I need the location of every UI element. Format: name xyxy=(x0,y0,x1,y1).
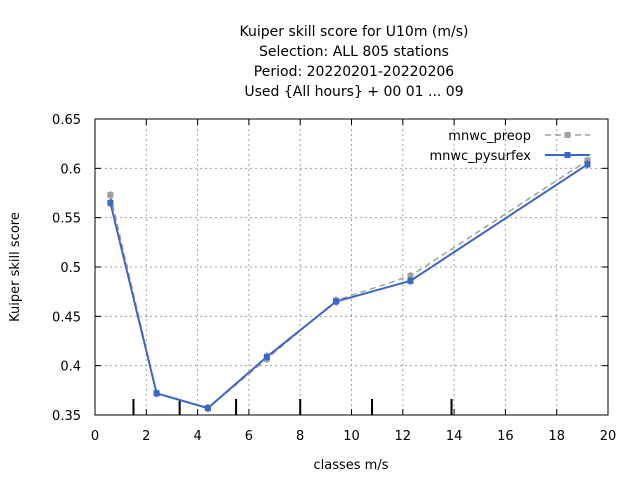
title-line: Kuiper skill score for U10m (m/s) xyxy=(240,24,469,40)
x-tick-label: 12 xyxy=(395,429,412,444)
y-tick-label: 0.45 xyxy=(52,310,81,325)
x-tick-label: 0 xyxy=(91,429,99,444)
series-line xyxy=(109,163,589,410)
x-tick-label: 14 xyxy=(446,429,463,444)
title-line: Selection: ALL 805 stations xyxy=(259,44,449,60)
y-tick-label: 0.65 xyxy=(52,113,81,128)
series-line xyxy=(109,159,588,409)
grid-lines xyxy=(95,119,608,415)
x-tick-label: 8 xyxy=(296,429,304,444)
y-tick-label: 0.5 xyxy=(60,261,81,276)
y-axis-label: Kuiper skill score xyxy=(8,212,23,322)
title-line: Used {All hours} + 00 01 ... 09 xyxy=(244,84,463,100)
y-tick-label: 0.55 xyxy=(52,212,81,227)
data-series xyxy=(107,156,591,413)
x-tick-label: 10 xyxy=(343,429,360,444)
x-tick-label: 18 xyxy=(548,429,565,444)
series-mnwc_preop xyxy=(107,156,591,413)
x-axis-label: classes m/s xyxy=(314,458,389,473)
legend-swatch-marker xyxy=(564,132,571,138)
legend: mnwc_preop mnwc_pysurfex xyxy=(429,129,590,164)
series-mnwc_pysurfex xyxy=(107,160,591,413)
x-tick-label: 20 xyxy=(600,429,617,444)
chart-title: Kuiper skill score for U10m (m/s) Selecti… xyxy=(240,24,469,100)
class-boundary-markers xyxy=(132,399,453,415)
y-tick-label: 0.6 xyxy=(60,162,81,177)
x-tick-label: 6 xyxy=(245,429,253,444)
x-tick-label: 4 xyxy=(193,429,201,444)
legend-swatch-marker xyxy=(564,152,571,158)
title-line: Period: 20220201-20220206 xyxy=(254,64,454,80)
axis-ticks: 0 2 4 6 8 10 12 14 16 18 20 0.35 0.4 0.45 0.5 0.55 0.6 0.… xyxy=(52,113,616,444)
legend-label: mnwc_preop xyxy=(448,129,531,144)
y-tick-label: 0.35 xyxy=(52,409,81,424)
x-tick-label: 16 xyxy=(497,429,514,444)
x-tick-label: 2 xyxy=(142,429,150,444)
legend-label: mnwc_pysurfex xyxy=(429,149,531,164)
y-tick-label: 0.4 xyxy=(60,360,81,375)
